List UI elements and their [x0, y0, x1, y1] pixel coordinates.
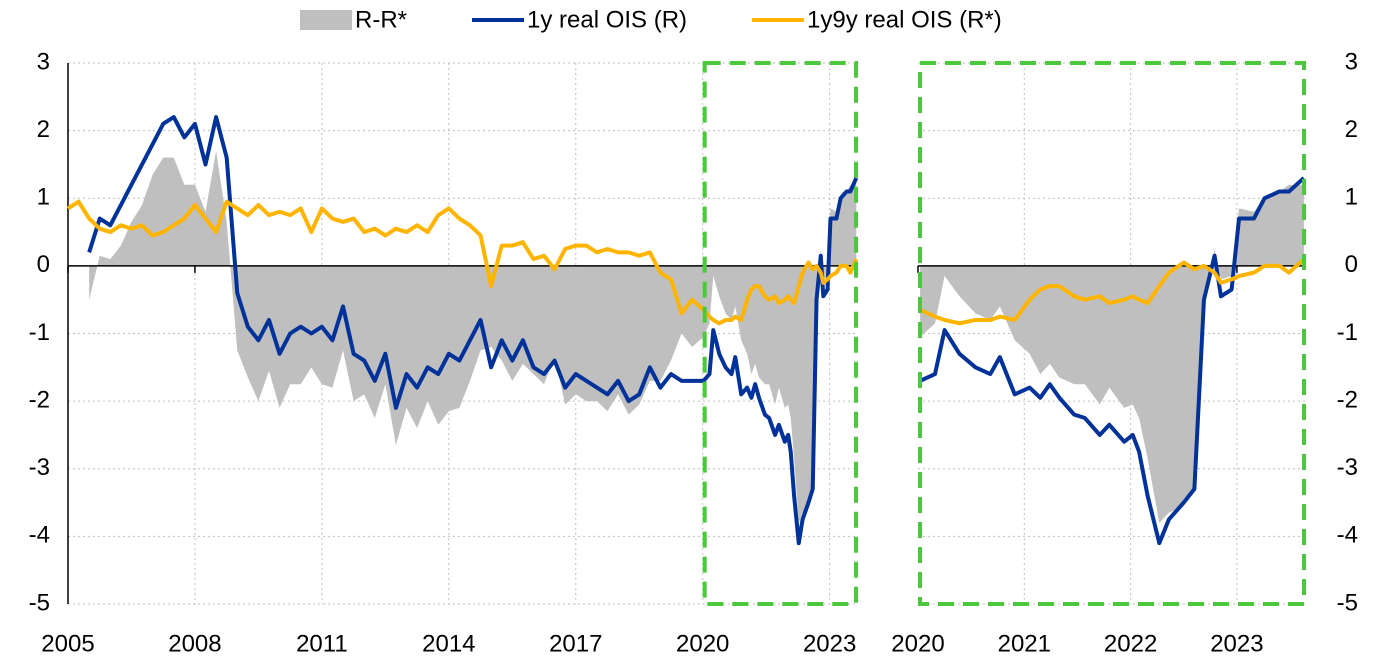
y-tick-label: -4 [29, 522, 50, 549]
x-tick-label: 2023 [803, 630, 856, 657]
y-tick-label: -5 [1337, 589, 1358, 616]
x-tick-label: 2020 [891, 630, 944, 657]
y-tick-label: -1 [29, 319, 50, 346]
y-tick-label: -3 [29, 454, 50, 481]
x-tick-label: 2014 [422, 630, 475, 657]
y-tick-label: -2 [29, 386, 50, 413]
line [87, 115, 859, 546]
y-tick-label: 1 [1345, 184, 1358, 211]
x-tick-label: 2023 [1210, 630, 1263, 657]
y-tick-label: -1 [1337, 319, 1358, 346]
y-tick-label: -3 [1337, 454, 1358, 481]
x-tick-label: 2022 [1104, 630, 1157, 657]
y-tick-label: 0 [37, 251, 50, 278]
y-tick-label: 0 [1345, 251, 1358, 278]
line [919, 176, 1306, 546]
highlight-frame [918, 61, 1306, 606]
line [919, 257, 1306, 326]
highlight-frame [702, 61, 858, 606]
x-tick-label: 2017 [549, 630, 602, 657]
x-tick-label: 2011 [296, 630, 348, 657]
y-tick-label: 3 [1345, 48, 1358, 75]
x-tick-label: 2020 [676, 630, 729, 657]
x-tick-label: 2005 [41, 630, 94, 657]
y-tick-label: -2 [1337, 386, 1358, 413]
y-tick-label: -4 [1337, 522, 1358, 549]
legend-label: R-R* [355, 6, 407, 33]
y-tick-label: -5 [29, 589, 50, 616]
y-tick-label: 3 [37, 48, 50, 75]
legend-label: 1y real OIS (R) [527, 6, 687, 33]
y-tick-label: 2 [37, 116, 50, 143]
y-tick-label: 1 [37, 184, 50, 211]
legend-swatch [300, 10, 352, 30]
legend-label: 1y9y real OIS (R*) [807, 6, 1002, 33]
x-tick-label: 2008 [168, 630, 221, 657]
line [66, 199, 859, 326]
area [920, 184, 1304, 523]
y-tick-label: 2 [1345, 116, 1358, 143]
x-tick-label: 2021 [998, 630, 1051, 657]
